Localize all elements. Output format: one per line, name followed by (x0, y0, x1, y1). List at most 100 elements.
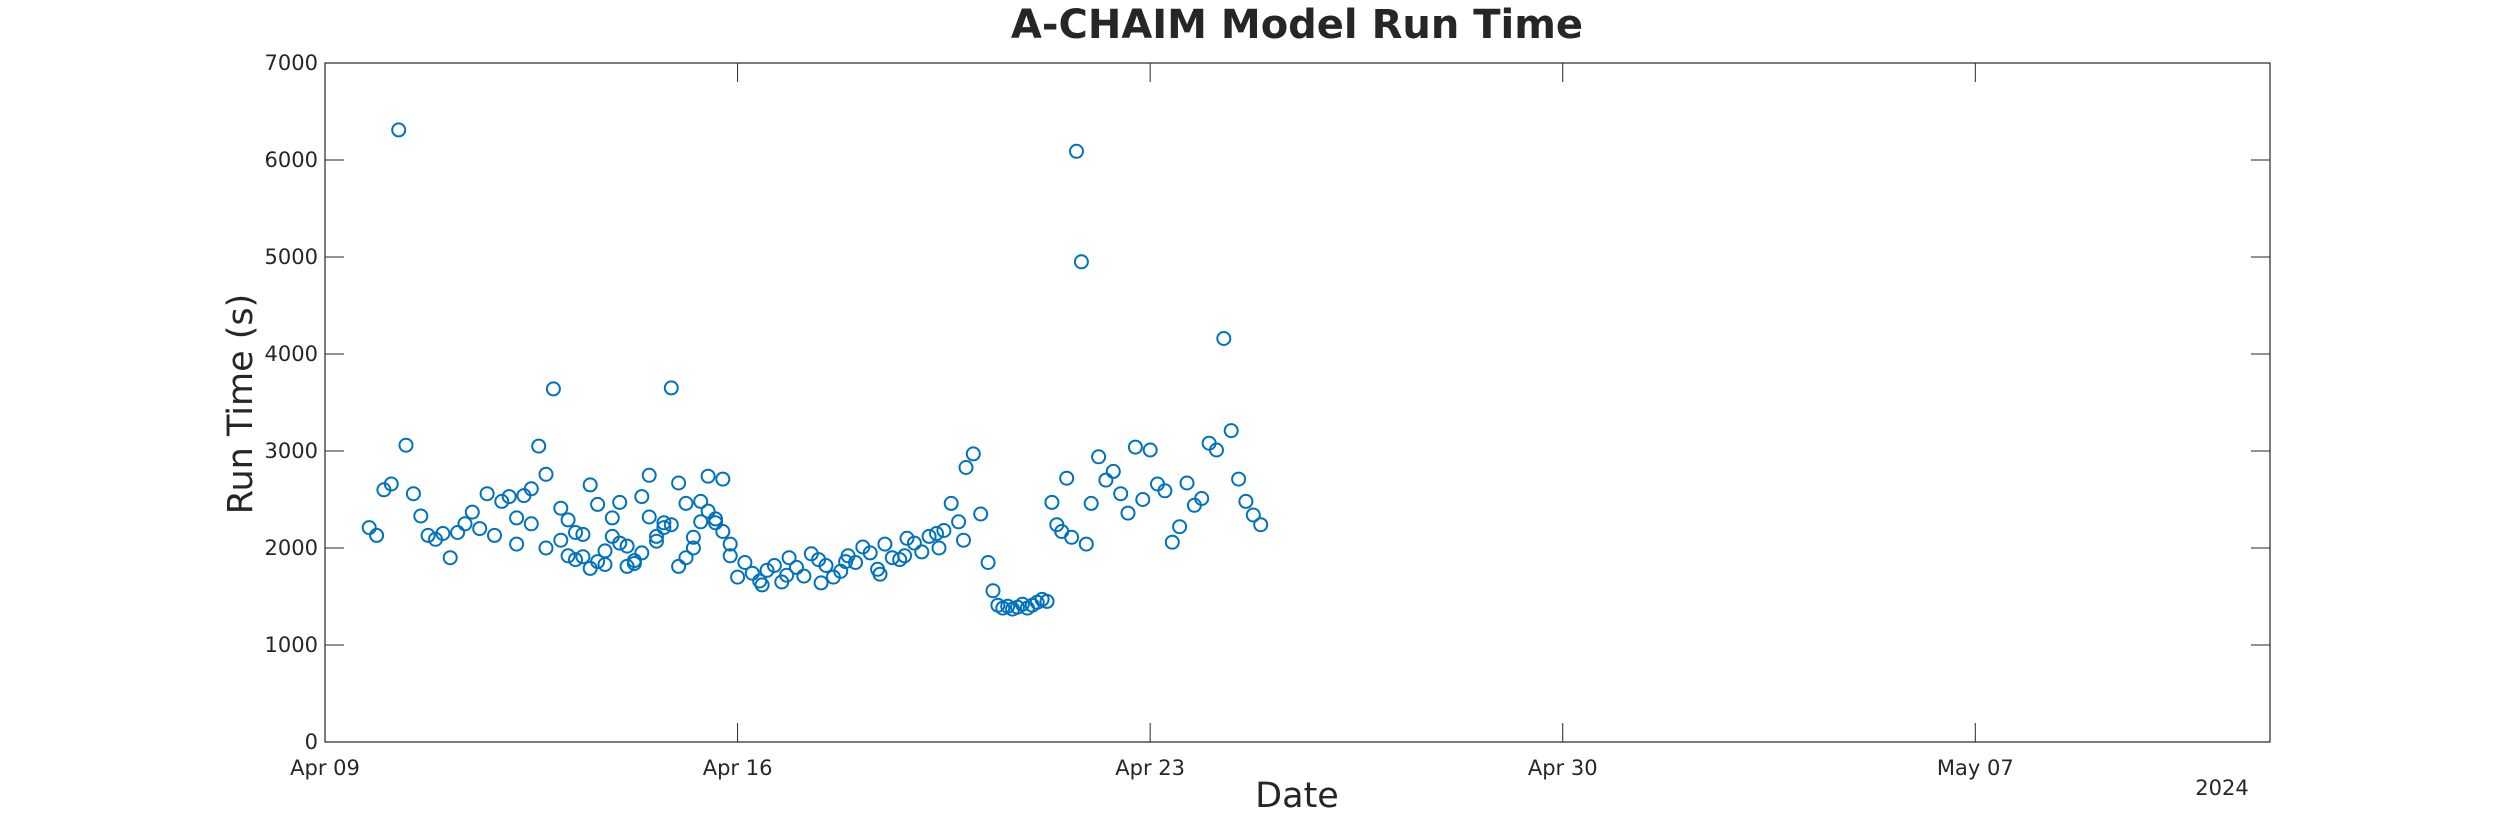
data-point (700, 503, 716, 519)
data-points (361, 122, 1269, 617)
data-point (479, 486, 495, 502)
data-point (509, 536, 525, 552)
data-point (575, 549, 591, 565)
data-point (590, 496, 606, 512)
y-tick-label: 2000 (265, 536, 318, 560)
data-point (649, 528, 664, 544)
data-point (1105, 463, 1121, 479)
y-tick-label: 6000 (265, 148, 318, 172)
data-point (523, 481, 539, 497)
data-point (715, 471, 731, 487)
data-point (1073, 254, 1089, 270)
data-point (523, 516, 539, 532)
y-axis-label: Run Time (s) (221, 294, 261, 515)
data-point (754, 577, 770, 593)
data-point (958, 460, 974, 475)
data-point (1098, 472, 1114, 488)
data-point (929, 526, 944, 541)
data-point (965, 446, 981, 462)
y-tick-label: 1000 (265, 633, 318, 657)
x-tick-label: Apr 09 (290, 756, 360, 780)
data-point (730, 569, 746, 585)
data-point (663, 517, 679, 533)
data-point (464, 504, 480, 520)
data-point (626, 556, 642, 571)
data-point (671, 558, 687, 574)
data-point (1142, 442, 1158, 458)
data-point (796, 568, 812, 584)
data-point (1179, 475, 1195, 491)
data-point (405, 486, 421, 502)
axes: 0 1000 2000 3000 4000 5000 6000 7000 Apr 09 Apr 1… (265, 51, 2270, 780)
data-point (936, 523, 952, 538)
data-point (420, 527, 436, 543)
data-point (383, 476, 399, 492)
data-point (1091, 449, 1107, 465)
data-point (1238, 493, 1254, 509)
data-point (1194, 491, 1210, 506)
data-point (597, 543, 613, 559)
data-point (921, 528, 937, 544)
data-point (413, 508, 429, 524)
y-tick-label: 4000 (265, 342, 318, 366)
x-tick-label: Apr 30 (1528, 756, 1598, 780)
data-point (509, 510, 525, 526)
data-point (813, 575, 829, 591)
data-point (1113, 486, 1129, 502)
x-tick-label: Apr 16 (703, 756, 773, 780)
data-point (641, 509, 657, 525)
data-point (766, 558, 782, 573)
data-point (818, 558, 834, 573)
data-point (973, 506, 989, 522)
data-point (700, 468, 716, 484)
data-point (685, 529, 701, 545)
data-point (708, 511, 723, 527)
data-point (369, 527, 385, 543)
data-point (487, 527, 502, 543)
data-point (1253, 517, 1269, 533)
data-point (759, 562, 775, 578)
data-point (612, 535, 628, 551)
data-point (693, 493, 709, 509)
data-point (899, 530, 915, 546)
data-point (1069, 143, 1084, 159)
data-point (985, 583, 1001, 599)
data-point (560, 548, 576, 564)
data-point (501, 489, 517, 505)
x-tick-label: May 07 (1937, 756, 2014, 780)
data-point (1135, 492, 1151, 507)
data-point (442, 550, 458, 566)
data-point (1064, 529, 1080, 545)
y-tick-label: 5000 (265, 245, 318, 269)
data-point (612, 494, 628, 510)
data-point (649, 533, 664, 549)
data-point (391, 122, 407, 138)
data-point (435, 526, 451, 541)
data-point (538, 466, 554, 482)
data-point (361, 520, 377, 536)
data-point (722, 548, 738, 564)
data-point (1044, 494, 1060, 510)
data-point (1078, 536, 1094, 552)
data-point (1209, 442, 1224, 458)
data-point (575, 526, 591, 542)
data-point (568, 552, 583, 568)
data-point (1216, 331, 1232, 346)
data-point (545, 381, 561, 397)
data-point (685, 540, 701, 556)
x-axis-year-label: 2024 (2195, 776, 2248, 800)
data-point (634, 545, 650, 561)
data-point (678, 550, 694, 566)
data-point (1039, 593, 1055, 609)
data-point (582, 477, 598, 493)
data-point (838, 554, 854, 570)
data-point (671, 475, 687, 491)
y-tick-label: 7000 (265, 51, 318, 75)
data-point (678, 495, 694, 511)
data-point (553, 532, 569, 548)
data-point (722, 536, 738, 552)
data-point (931, 540, 947, 556)
data-point (538, 540, 554, 556)
